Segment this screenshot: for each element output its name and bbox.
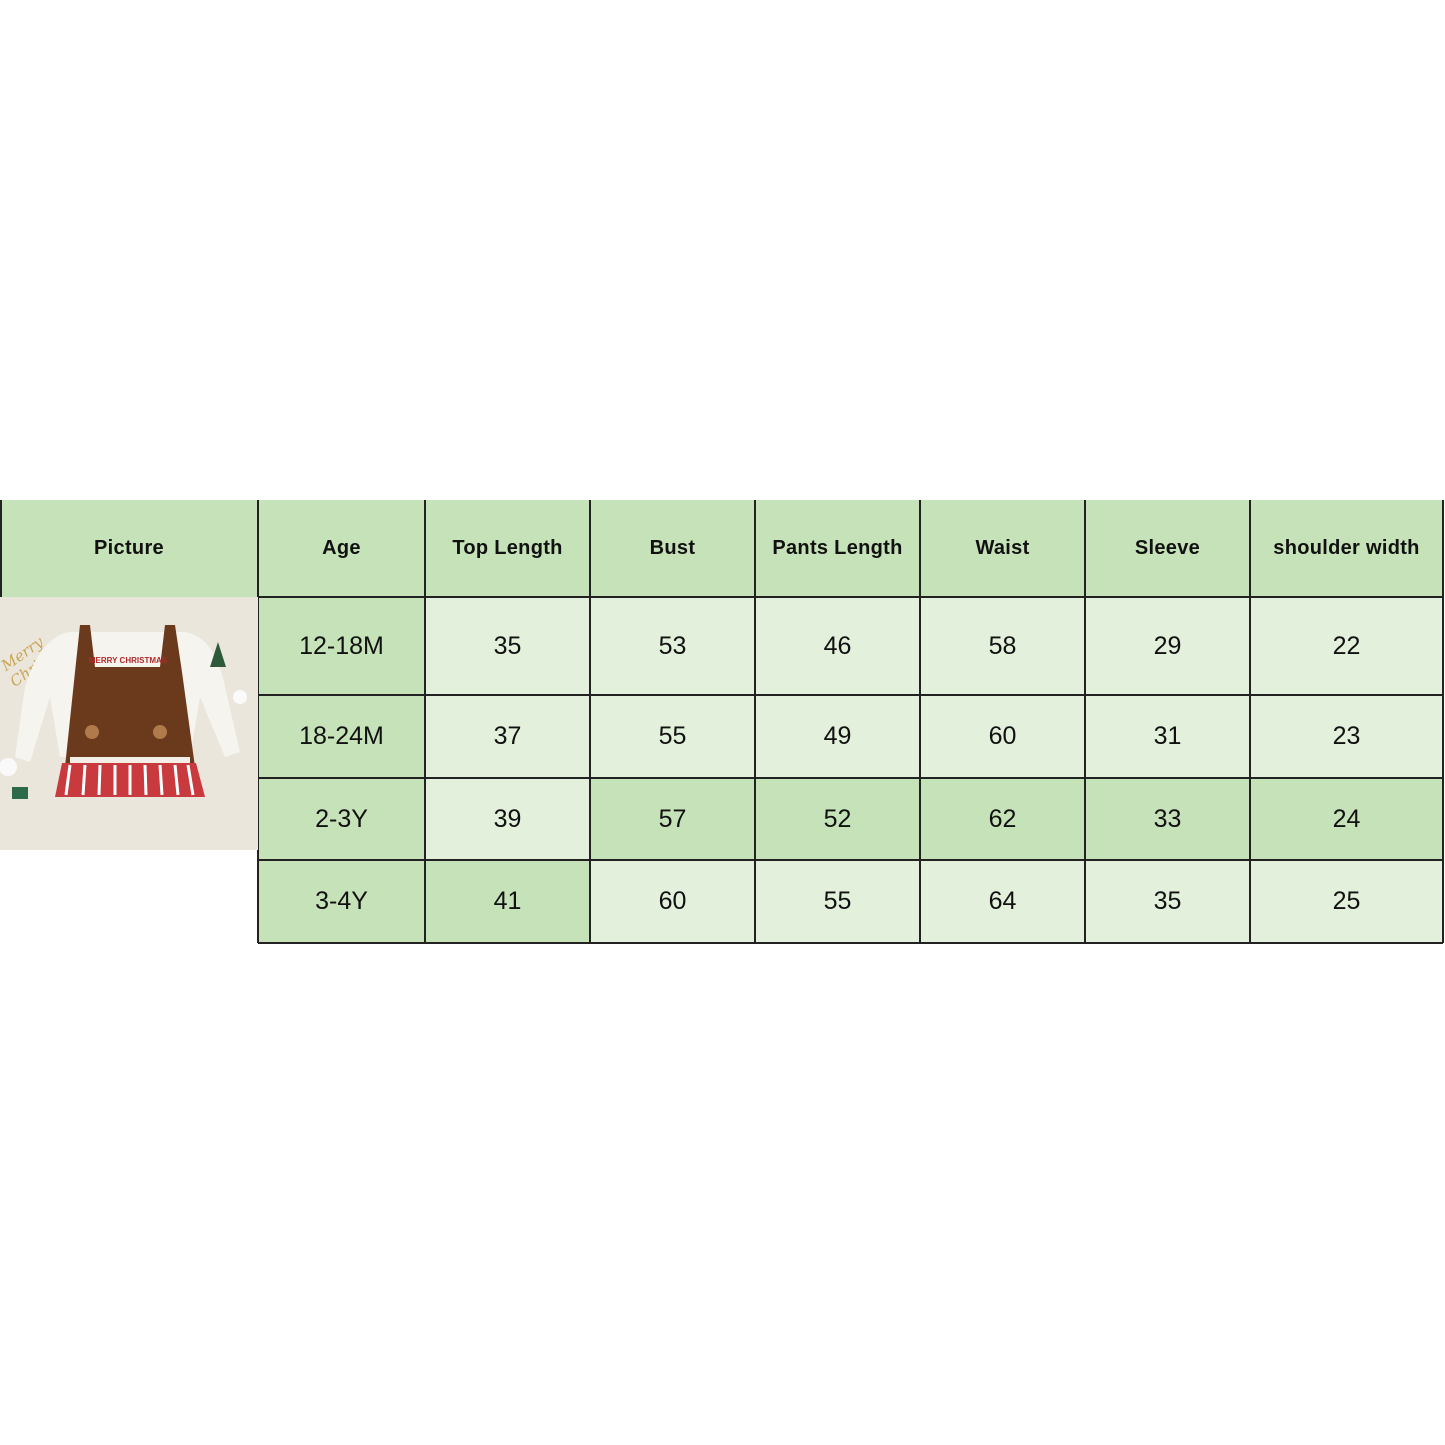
value-cell: 23: [1250, 695, 1443, 778]
grid-line: [258, 777, 1443, 779]
header-cell: Waist: [920, 500, 1085, 597]
grid-line: [258, 942, 1443, 944]
value-cell: 24: [1250, 778, 1443, 860]
value-cell: 60: [920, 695, 1085, 778]
value-cell: 53: [590, 597, 755, 695]
grid-line: [258, 596, 1443, 598]
value-cell: 31: [1085, 695, 1250, 778]
grid-line: [258, 694, 1443, 696]
value-cell: 49: [755, 695, 920, 778]
svg-text:MERRY CHRISTMAS: MERRY CHRISTMAS: [89, 656, 168, 665]
age-cell: 2-3Y: [258, 778, 425, 860]
header-cell: Pants Length: [755, 500, 920, 597]
value-cell: 41: [425, 860, 590, 943]
value-cell: 25: [1250, 860, 1443, 943]
grid-line: [1084, 500, 1086, 943]
value-cell: 22: [1250, 597, 1443, 695]
value-cell: 37: [425, 695, 590, 778]
value-cell: 52: [755, 778, 920, 860]
grid-line: [257, 500, 259, 943]
value-cell: 33: [1085, 778, 1250, 860]
grid-line: [258, 859, 1443, 861]
grid-line: [0, 500, 2, 597]
grid-line: [589, 500, 591, 943]
header-cell: Age: [258, 500, 425, 597]
header-cell: Picture: [0, 500, 258, 597]
grid-line: [1442, 500, 1444, 943]
age-cell: 3-4Y: [258, 860, 425, 943]
value-cell: 55: [590, 695, 755, 778]
grid-line: [919, 500, 921, 943]
value-cell: 64: [920, 860, 1085, 943]
value-cell: 35: [1085, 860, 1250, 943]
age-cell: 18-24M: [258, 695, 425, 778]
value-cell: 60: [590, 860, 755, 943]
product-photo: Merry Christmas MERRY CHRISTMAS: [0, 597, 258, 850]
grid-line: [1249, 500, 1251, 943]
grid-line: [424, 500, 426, 943]
value-cell: 29: [1085, 597, 1250, 695]
header-cell: Sleeve: [1085, 500, 1250, 597]
grid-line: [754, 500, 756, 943]
value-cell: 46: [755, 597, 920, 695]
value-cell: 57: [590, 778, 755, 860]
header-cell: Top Length: [425, 500, 590, 597]
value-cell: 62: [920, 778, 1085, 860]
age-cell: 12-18M: [258, 597, 425, 695]
value-cell: 35: [425, 597, 590, 695]
value-cell: 55: [755, 860, 920, 943]
value-cell: 39: [425, 778, 590, 860]
header-cell: Bust: [590, 500, 755, 597]
value-cell: 58: [920, 597, 1085, 695]
header-cell: shoulder width: [1250, 500, 1443, 597]
